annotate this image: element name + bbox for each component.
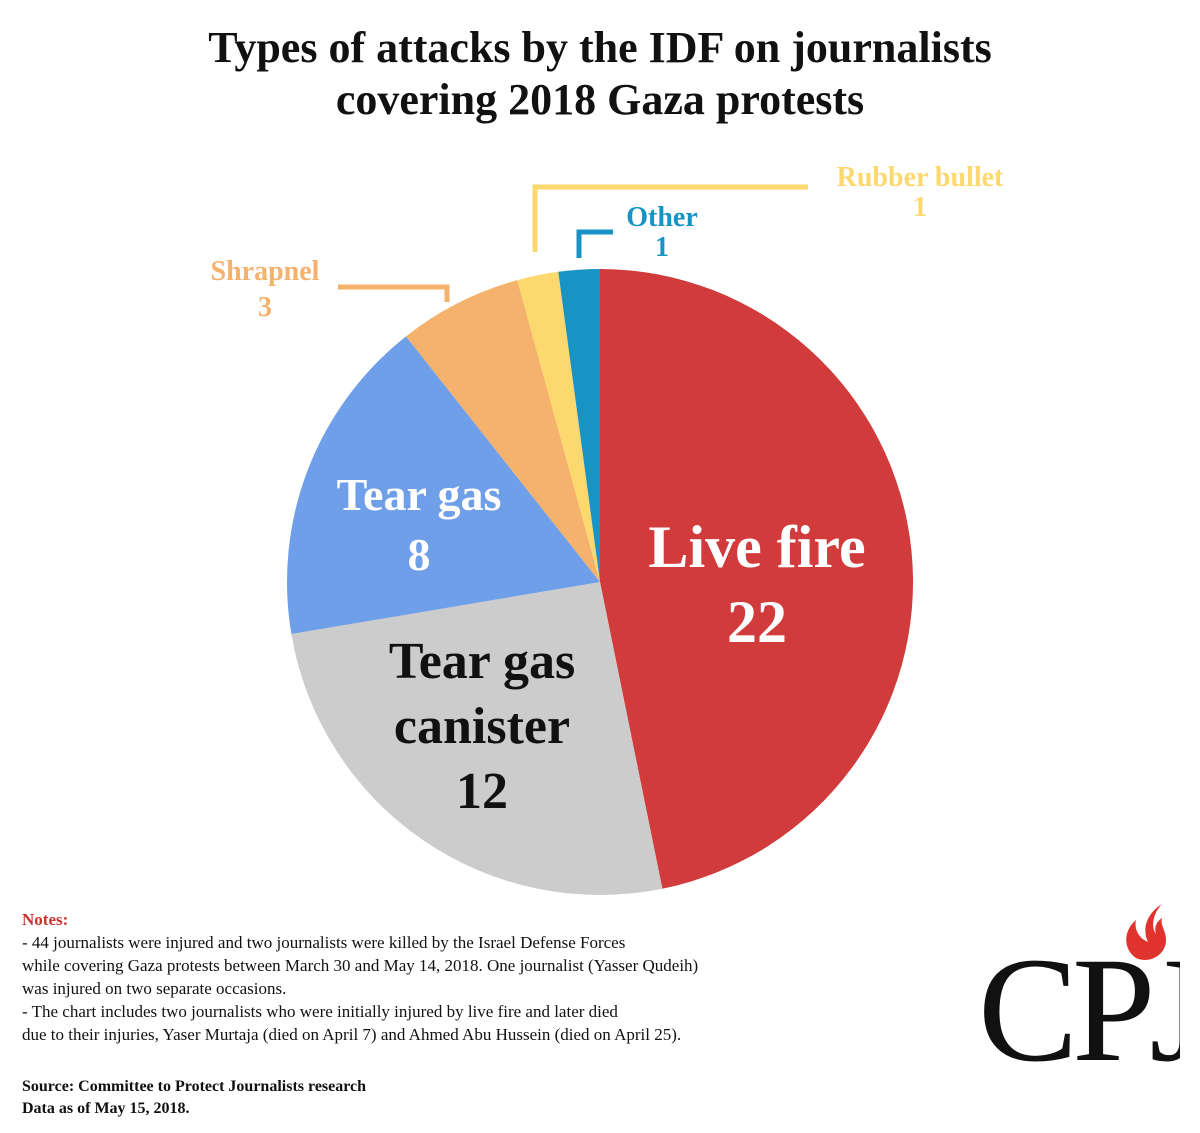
title-line-2: covering 2018 Gaza protests <box>335 75 865 124</box>
value-tear-gas: 8 <box>408 529 431 580</box>
notes-line-2: while covering Gaza protests between Mar… <box>22 956 699 975</box>
source: Source: Committee to Protect Journalists… <box>22 1076 722 1120</box>
value-shrapnel: 3 <box>258 292 272 323</box>
label-tear-gas: Tear gas <box>337 469 502 520</box>
value-tear-gas-canister: 12 <box>456 763 508 820</box>
pie-slice-live-fire <box>600 269 914 889</box>
source-line-2: Data as of May 15, 2018. <box>22 1100 190 1117</box>
pie-chart: Live fire 22 Tear gas canister 12 Tear g… <box>211 162 1004 896</box>
pie-slice-other <box>558 268 600 582</box>
leader-shrapnel <box>338 284 450 302</box>
value-other: 1 <box>655 232 669 263</box>
label-tear-gas-canister-1: Tear gas <box>389 633 575 690</box>
label-other: Other <box>626 202 698 233</box>
label-shrapnel: Shrapnel <box>211 256 320 287</box>
notes-line-3: was injured on two separate occasions. <box>22 979 287 998</box>
cpj-logo: CPJ <box>978 904 1180 1093</box>
notes-heading: Notes: <box>22 910 69 929</box>
leader-rubber-bullet <box>532 184 808 252</box>
notes-line-5: due to their injuries, Yaser Murtaja (di… <box>22 1025 682 1044</box>
label-live-fire: Live fire <box>648 514 865 580</box>
chart-title: Types of attacks by the IDF on journalis… <box>0 22 1200 126</box>
pie-slice-tear-gas-canister <box>291 582 663 896</box>
notes-line-4: - The chart includes two journalists who… <box>22 1002 618 1021</box>
pie-slice-shrapnel <box>406 280 600 582</box>
title-line-1: Types of attacks by the IDF on journalis… <box>208 23 992 72</box>
value-rubber-bullet: 1 <box>913 192 927 223</box>
pie-slice-tear-gas <box>287 336 600 635</box>
source-line-1: Source: Committee to Protect Journalists… <box>22 1078 367 1095</box>
flame-icon <box>1126 904 1166 960</box>
pie-slice-rubber-bullet <box>517 271 600 582</box>
leader-other <box>576 229 613 258</box>
value-live-fire: 22 <box>727 589 787 655</box>
label-tear-gas-canister-2: canister <box>394 698 570 755</box>
logo-text: CPJ <box>978 927 1180 1093</box>
label-rubber-bullet: Rubber bullet <box>837 162 1004 193</box>
notes-line-1: - 44 journalists were injured and two jo… <box>22 933 626 952</box>
notes: Notes: - 44 journalists were injured and… <box>22 908 922 1046</box>
